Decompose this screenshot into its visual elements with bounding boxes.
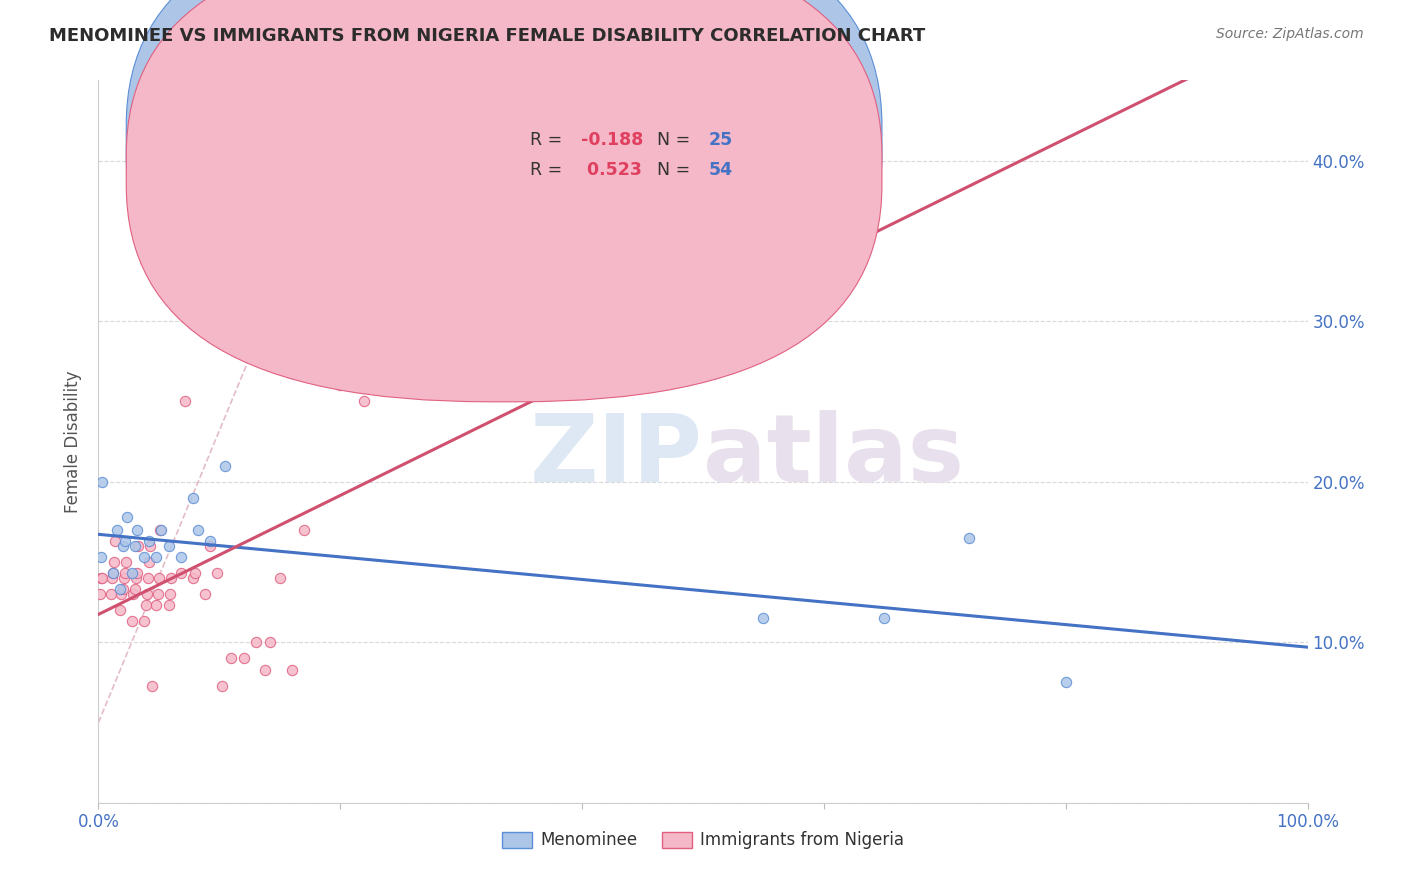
Point <box>112 571 135 585</box>
Point <box>329 378 352 392</box>
Point <box>752 611 775 625</box>
Point <box>122 587 145 601</box>
Point <box>254 663 277 677</box>
Point <box>198 539 221 553</box>
Point <box>101 566 124 581</box>
Point <box>108 603 131 617</box>
Point <box>957 531 980 545</box>
Point <box>157 539 180 553</box>
Point <box>89 587 111 601</box>
Point <box>873 611 896 625</box>
Point <box>174 394 197 409</box>
Point <box>115 555 138 569</box>
Text: 54: 54 <box>709 161 733 179</box>
Point <box>134 550 156 565</box>
Point <box>198 534 221 549</box>
Point <box>141 679 163 693</box>
Point <box>100 587 122 601</box>
FancyBboxPatch shape <box>127 0 882 372</box>
Point <box>149 523 172 537</box>
Point <box>259 635 281 649</box>
Point <box>104 534 127 549</box>
Text: N =: N = <box>657 161 696 179</box>
Point <box>138 534 160 549</box>
Point <box>100 571 122 585</box>
Point <box>232 651 254 665</box>
Point <box>281 663 304 677</box>
Point <box>135 599 157 613</box>
Point <box>245 635 267 649</box>
Point <box>127 566 149 581</box>
Text: R =: R = <box>530 161 568 179</box>
Point <box>150 523 173 537</box>
Text: atlas: atlas <box>703 410 965 502</box>
Point <box>214 458 236 473</box>
Point <box>101 566 124 581</box>
Point <box>117 510 139 524</box>
Point <box>181 491 204 505</box>
Point <box>110 587 132 601</box>
Point <box>121 566 143 581</box>
Point <box>157 599 180 613</box>
Point <box>159 587 181 601</box>
Point <box>1054 675 1077 690</box>
Point <box>114 534 136 549</box>
Point <box>91 571 114 585</box>
Point <box>148 571 170 585</box>
Point <box>90 571 112 585</box>
Point <box>90 550 112 565</box>
Point <box>111 539 134 553</box>
Point <box>127 523 149 537</box>
FancyBboxPatch shape <box>474 112 782 196</box>
Point <box>111 582 134 597</box>
Point <box>124 582 146 597</box>
Point <box>138 555 160 569</box>
Point <box>292 523 315 537</box>
Point <box>127 539 149 553</box>
Text: N =: N = <box>657 131 696 149</box>
Point <box>91 475 114 489</box>
FancyBboxPatch shape <box>127 0 882 401</box>
Point <box>353 394 375 409</box>
Text: MENOMINEE VS IMMIGRANTS FROM NIGERIA FEMALE DISABILITY CORRELATION CHART: MENOMINEE VS IMMIGRANTS FROM NIGERIA FEM… <box>49 27 925 45</box>
Point <box>121 615 143 629</box>
Text: R =: R = <box>530 131 568 149</box>
Point <box>181 571 204 585</box>
Text: 25: 25 <box>709 131 734 149</box>
Point <box>139 539 162 553</box>
Point <box>125 571 148 585</box>
Text: -0.188: -0.188 <box>581 131 644 149</box>
Point <box>108 582 131 597</box>
Point <box>269 571 291 585</box>
Point <box>160 571 183 585</box>
Point <box>135 587 157 601</box>
Text: ZIP: ZIP <box>530 410 703 502</box>
Point <box>342 362 364 376</box>
Point <box>146 587 169 601</box>
Point <box>184 566 207 581</box>
Point <box>211 679 233 693</box>
Point <box>103 555 125 569</box>
Text: 0.523: 0.523 <box>581 161 641 179</box>
Point <box>136 571 159 585</box>
Y-axis label: Female Disability: Female Disability <box>65 370 83 513</box>
Point <box>205 566 228 581</box>
Text: Source: ZipAtlas.com: Source: ZipAtlas.com <box>1216 27 1364 41</box>
Point <box>145 550 167 565</box>
Point <box>187 523 209 537</box>
Point <box>114 566 136 581</box>
Point <box>169 566 191 581</box>
Point <box>595 250 617 264</box>
Point <box>194 587 217 601</box>
Point <box>134 615 156 629</box>
Point <box>145 599 167 613</box>
Point <box>169 550 191 565</box>
Point <box>221 651 243 665</box>
Point <box>105 523 128 537</box>
Legend: Menominee, Immigrants from Nigeria: Menominee, Immigrants from Nigeria <box>495 824 911 856</box>
Point <box>124 539 146 553</box>
